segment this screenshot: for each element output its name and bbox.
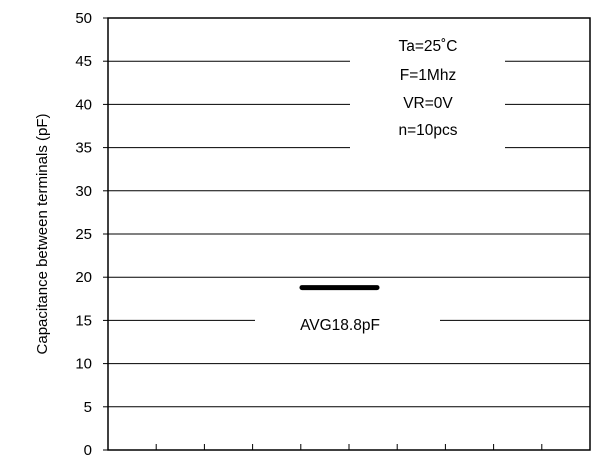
condition-voltage: VR=0V xyxy=(403,95,453,112)
y-tick-label-50: 50 xyxy=(75,10,92,27)
conditions-box-background xyxy=(350,28,505,152)
grid-lines xyxy=(108,60,590,408)
y-tick-label-45: 45 xyxy=(75,53,92,70)
y-axis-label: Capacitance between terminals (pF) xyxy=(34,114,51,355)
y-tick-label-35: 35 xyxy=(75,140,92,157)
condition-temperature: Ta=25˚C xyxy=(398,38,457,55)
average-label: AVG18.8pF xyxy=(300,317,380,334)
y-tick-label-10: 10 xyxy=(75,356,92,373)
y-tick-label-40: 40 xyxy=(75,96,92,113)
condition-sample-count: n=10pcs xyxy=(398,122,457,139)
y-tick-marks xyxy=(103,17,108,451)
y-tick-label-30: 30 xyxy=(75,183,92,200)
y-tick-label-5: 5 xyxy=(84,399,92,416)
y-tick-label-0: 0 xyxy=(84,442,92,458)
y-tick-label-15: 15 xyxy=(75,312,92,329)
condition-frequency: F=1Mhz xyxy=(400,67,456,84)
y-tick-labels: 0 5 10 15 20 25 30 35 40 45 50 xyxy=(75,10,92,458)
y-tick-label-25: 25 xyxy=(75,226,92,243)
x-minor-ticks xyxy=(155,444,543,450)
average-label-background xyxy=(255,310,440,336)
y-tick-label-20: 20 xyxy=(75,269,92,286)
